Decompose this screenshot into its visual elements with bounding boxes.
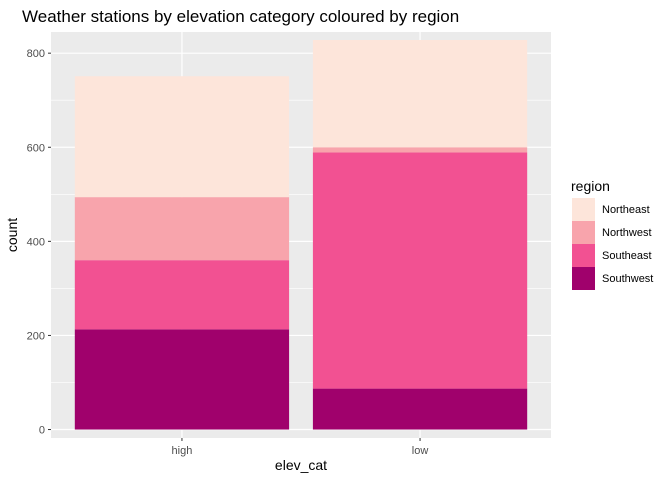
bars (74, 39, 528, 430)
y-axis: 0 200 400 600 800 (27, 48, 51, 437)
x-tick-label: high (172, 445, 193, 457)
y-tick-label: 800 (27, 48, 45, 60)
legend-swatch-northwest (572, 221, 595, 244)
y-tick-label: 0 (39, 425, 45, 437)
y-tick-label: 400 (27, 236, 45, 248)
x-axis-title: elev_cat (275, 457, 327, 473)
legend-label-southeast: Southeast (602, 250, 652, 262)
legend-label-northwest: Northwest (602, 227, 652, 239)
legend-swatch-southeast (572, 244, 595, 267)
legend-title: region (571, 178, 610, 194)
bar-low-southwest (312, 388, 528, 430)
legend-label-northeast: Northeast (602, 204, 650, 216)
y-tick-label: 600 (27, 142, 45, 154)
x-tick-label: low (412, 445, 429, 457)
bar-high-northeast (74, 76, 290, 198)
y-tick-label: 200 (27, 330, 45, 342)
legend-swatch-northeast (572, 198, 595, 221)
bar-high-southwest (74, 329, 290, 430)
bar-low-southeast (312, 152, 528, 389)
y-axis-title: count (4, 218, 20, 252)
bar-high-southeast (74, 260, 290, 330)
bar-high-northwest (74, 197, 290, 261)
legend-items: Northeast Northwest Southeast Southwest (572, 198, 653, 290)
legend: region Northeast Northwest Southeast Southw… (571, 178, 653, 290)
x-axis: high low (172, 438, 429, 457)
bar-low-northeast (312, 39, 528, 148)
legend-swatch-southwest (572, 267, 595, 290)
bar-low-northwest (312, 147, 528, 153)
chart-title: Weather stations by elevation category c… (22, 7, 459, 26)
legend-label-southwest: Southwest (602, 273, 653, 285)
